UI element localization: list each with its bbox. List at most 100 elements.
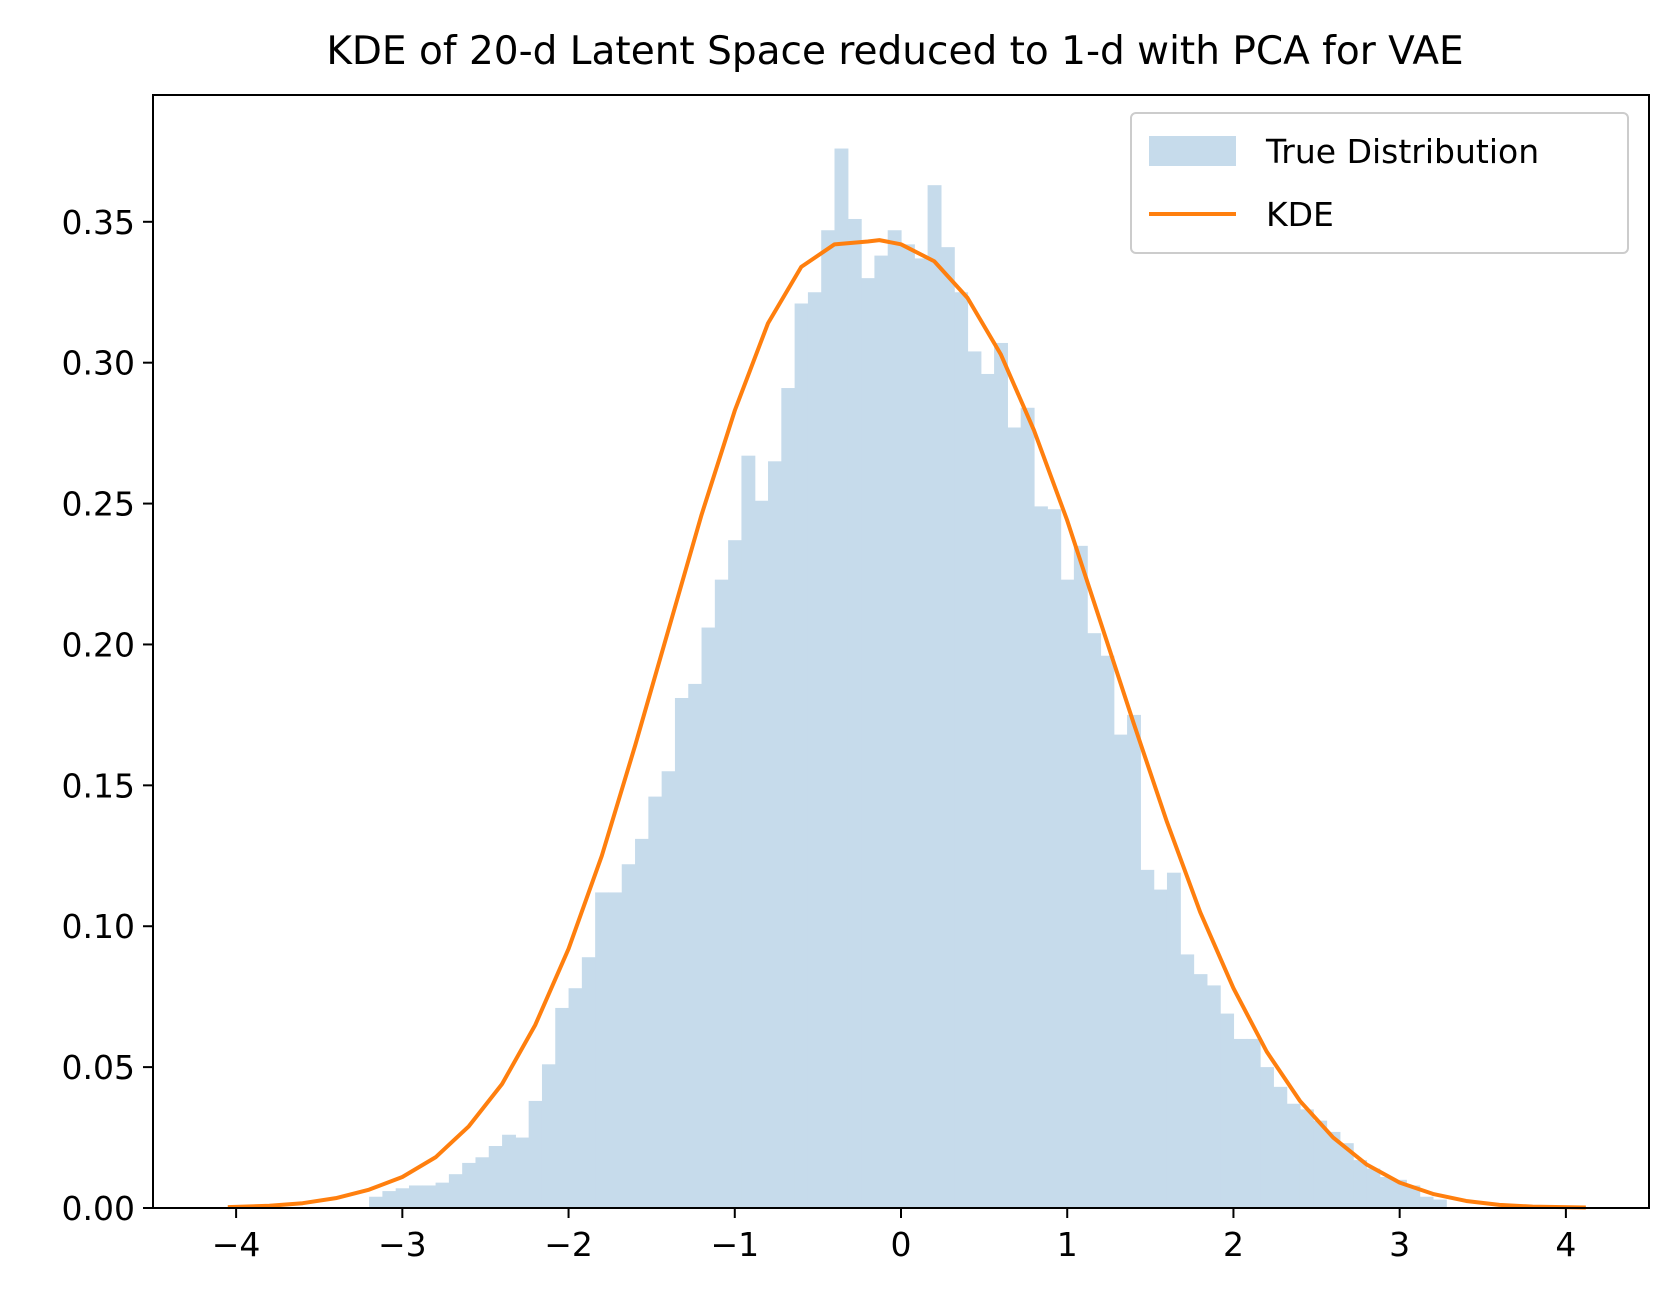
histogram-bar [927, 185, 942, 1209]
histogram-bar [940, 247, 955, 1208]
histogram-bar [1047, 509, 1062, 1209]
legend-box [1130, 112, 1629, 254]
histogram-bar [435, 1182, 450, 1208]
histogram-bar [1193, 974, 1208, 1208]
x-tick-label: 0 [891, 1225, 912, 1264]
histogram-bar [807, 292, 822, 1208]
histogram-bar [714, 579, 729, 1208]
histogram-bar [1020, 407, 1035, 1208]
histogram-bar [1127, 714, 1141, 1208]
histogram-bar [741, 455, 756, 1208]
x-tick-label: 3 [1389, 1225, 1410, 1264]
histogram-bar [555, 1007, 570, 1208]
y-tick-label: 0.10 [62, 907, 135, 946]
histogram-bars [369, 148, 1447, 1209]
histogram-bar [1260, 1067, 1274, 1208]
legend: True Distribution KDE [1130, 112, 1629, 254]
histogram-bar [768, 461, 782, 1208]
histogram-bar [1326, 1131, 1341, 1208]
y-tick-label: 0.15 [62, 766, 135, 805]
histogram-bar [408, 1185, 423, 1208]
histogram-bar [1060, 579, 1075, 1208]
x-tick-label: −1 [710, 1225, 759, 1264]
histogram-bar [502, 1134, 516, 1208]
histogram-bar [847, 218, 862, 1209]
histogram-bar [821, 230, 836, 1208]
histogram-bar [595, 892, 610, 1208]
legend-swatch-true-distribution [1149, 136, 1236, 166]
x-tick-label: −2 [544, 1225, 593, 1264]
histogram-bar [887, 230, 902, 1208]
histogram-bar [1100, 655, 1115, 1208]
histogram-bar [1007, 427, 1022, 1208]
legend-label-kde: KDE [1266, 195, 1334, 234]
histogram-bar [515, 1137, 530, 1208]
histogram-bar [369, 1196, 383, 1208]
x-tick-label: 4 [1555, 1225, 1576, 1264]
y-tick-label: 0.30 [62, 344, 135, 383]
histogram-bar [954, 292, 969, 1208]
histogram-bar [488, 1146, 503, 1208]
histogram-bar [475, 1157, 490, 1208]
y-tick-label: 0.00 [62, 1189, 135, 1228]
histogram-bar [1153, 889, 1168, 1208]
histogram-bar [834, 148, 849, 1208]
y-tick-label: 0.25 [62, 485, 135, 524]
histogram-bar [1419, 1196, 1434, 1208]
histogram-bar [967, 351, 982, 1208]
kde-line [227, 238, 1586, 1210]
x-axis: −4 −3 −2 −1 0 1 2 3 4 [212, 1208, 1576, 1264]
y-tick-label: 0.05 [62, 1048, 135, 1087]
histogram-bar [1033, 506, 1048, 1208]
histogram-bar [1087, 633, 1102, 1208]
histogram-bar [528, 1100, 543, 1208]
histogram-bar [422, 1185, 437, 1208]
histogram-bar [1166, 872, 1181, 1208]
y-tick-label: 0.35 [62, 203, 135, 242]
histogram-bar [781, 388, 796, 1208]
histogram-bar [1339, 1143, 1354, 1208]
legend-label-true-distribution: True Distribution [1265, 132, 1539, 171]
histogram-bar [861, 278, 876, 1208]
histogram-bar [635, 838, 649, 1208]
histogram-bar [1432, 1199, 1447, 1208]
histogram-bar [661, 771, 676, 1208]
histogram-bar [1393, 1179, 1407, 1208]
histogram-bar [648, 796, 663, 1208]
histogram-bar [1379, 1177, 1394, 1208]
histogram-bar [608, 892, 623, 1208]
histogram-bar [541, 1064, 556, 1208]
histogram-bar [1220, 1013, 1235, 1208]
histogram-bar [568, 988, 583, 1208]
histogram-bar [1286, 1103, 1301, 1208]
histogram-bar [1206, 985, 1221, 1208]
histogram-bar [914, 258, 929, 1208]
histogram-bar [1406, 1185, 1421, 1208]
x-tick-label: −3 [378, 1225, 427, 1264]
y-tick-label: 0.20 [62, 625, 135, 664]
histogram-bar [1113, 734, 1128, 1208]
histogram-bar [794, 303, 809, 1208]
histogram-bar [382, 1191, 397, 1208]
histogram-bar [1299, 1109, 1314, 1208]
histogram-bar [1073, 545, 1088, 1208]
histogram-bar [462, 1162, 477, 1208]
histogram-bar [581, 957, 596, 1208]
histogram-bar [1140, 869, 1155, 1208]
histogram-bar [701, 627, 716, 1208]
histogram-bar [395, 1188, 410, 1208]
histogram-bar [1353, 1160, 1368, 1208]
histogram-bar [728, 540, 743, 1208]
x-tick-label: 1 [1057, 1225, 1078, 1264]
x-tick-label: −4 [212, 1225, 261, 1264]
y-axis: 0.00 0.05 0.10 0.15 0.20 0.25 0.30 0.35 [62, 203, 153, 1228]
histogram-bar [980, 373, 995, 1208]
histogram-bar [621, 864, 636, 1208]
histogram-bar [448, 1174, 463, 1208]
histogram-bar [754, 500, 769, 1208]
histogram-bar [1233, 1038, 1248, 1208]
histogram-bar [1246, 1038, 1261, 1208]
histogram-bar [994, 342, 1008, 1209]
chart-title: KDE of 20-d Latent Space reduced to 1-d … [326, 29, 1463, 74]
